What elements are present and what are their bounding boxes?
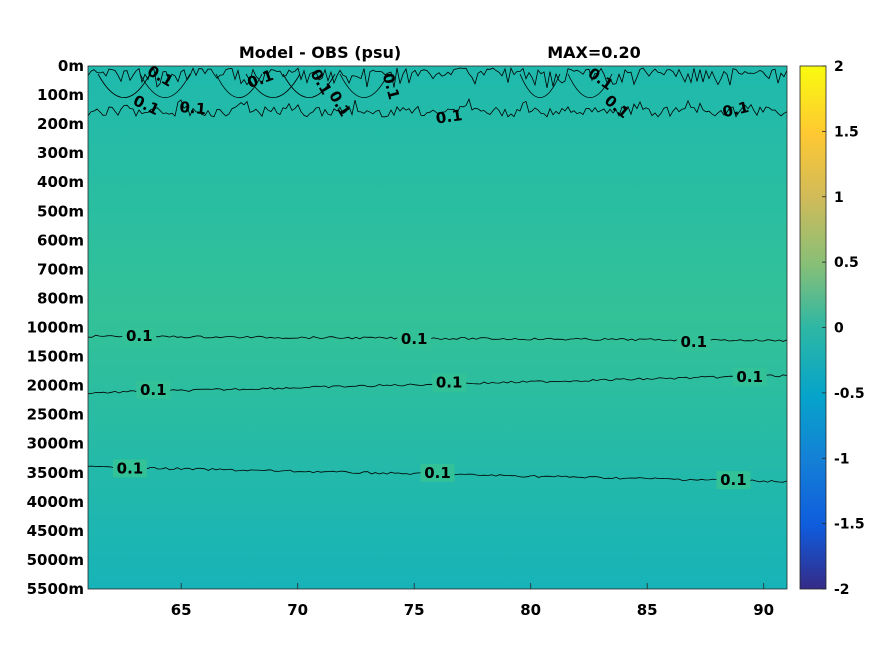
contour-label-gap bbox=[397, 330, 432, 349]
y-tick-label: 2000m bbox=[27, 377, 84, 395]
x-tick-label: 90 bbox=[753, 601, 774, 619]
contour-label: 0.1 bbox=[436, 374, 463, 392]
contour-label-gap bbox=[122, 327, 157, 346]
colorbar-tick-label: 1.5 bbox=[834, 124, 859, 140]
y-tick-label: 100m bbox=[37, 86, 84, 104]
colorbar-tick-label: 0.5 bbox=[834, 255, 859, 271]
contour-label: 0.1 bbox=[435, 106, 464, 128]
y-tick-label: 400m bbox=[37, 173, 84, 191]
y-tick-label: 5500m bbox=[27, 580, 84, 598]
contour-line-surface-bottom bbox=[88, 98, 787, 118]
plot-area bbox=[88, 66, 787, 589]
contour-label-gap bbox=[732, 367, 767, 386]
contour-line-lobe bbox=[215, 73, 263, 98]
contour-label: 0.1 bbox=[401, 330, 428, 348]
x-tick-label: 65 bbox=[171, 601, 192, 619]
contour-label: 0.1 bbox=[681, 333, 708, 351]
contour-line-lobe bbox=[139, 73, 191, 98]
contour-line-lobe bbox=[339, 73, 389, 98]
contour-label: 0.1 bbox=[140, 381, 167, 399]
contour-line-lobe bbox=[519, 73, 561, 98]
y-tick-label: 500m bbox=[37, 202, 84, 220]
y-axis: 0m 100m 200m 300m 400m 500m 600m 700m 800m 1000m 1… bbox=[27, 57, 84, 598]
contour-line bbox=[88, 334, 787, 342]
contour-label-gap bbox=[112, 459, 147, 478]
x-axis: 65 70 75 80 85 90 bbox=[171, 583, 774, 619]
contour-label-gap bbox=[716, 471, 751, 490]
contour-line-surface-top bbox=[88, 66, 787, 88]
y-tick-label: 4500m bbox=[27, 522, 84, 540]
x-tick-label: 85 bbox=[637, 601, 658, 619]
colorbar bbox=[799, 65, 827, 590]
contour-label: 0.1 bbox=[721, 98, 751, 121]
contour-label-gap bbox=[432, 373, 467, 392]
colorbar-tick-label: -1 bbox=[834, 451, 850, 467]
colorbar-tick-label: 1 bbox=[834, 190, 844, 206]
x-tick-label: 70 bbox=[287, 601, 308, 619]
y-tick-label: 4000m bbox=[27, 493, 84, 511]
colorbar-tick-label: -1.5 bbox=[834, 517, 865, 533]
x-tick-label: 80 bbox=[520, 601, 541, 619]
contour-label: 0.1 bbox=[720, 471, 747, 489]
contour-label-gap bbox=[676, 333, 711, 352]
colorbar-ticks: 2 1.5 1 0.5 0 -0.5 -1 -1.5 -2 bbox=[822, 59, 865, 598]
y-tick-label: 700m bbox=[37, 260, 84, 278]
y-tick-label: 800m bbox=[37, 289, 84, 307]
contour-label: 0.1 bbox=[126, 327, 153, 345]
y-tick-label: 1000m bbox=[27, 319, 84, 337]
y-tick-label: 0m bbox=[58, 57, 84, 75]
chart-title: Model - OBS (psu) bbox=[239, 43, 401, 62]
y-tick-label: 600m bbox=[37, 231, 84, 249]
contour-label: 0.1 bbox=[179, 98, 207, 118]
colorbar-tick-label: 0 bbox=[834, 321, 844, 337]
contour-label: 0.1 bbox=[736, 368, 763, 386]
colorbar-tick-label: -0.5 bbox=[834, 386, 865, 402]
contour-label-gap bbox=[136, 380, 171, 399]
contour-line-lobe bbox=[282, 73, 336, 98]
y-tick-label: 5000m bbox=[27, 551, 84, 569]
plot-frame bbox=[87, 65, 788, 590]
contour-label: 0.1 bbox=[117, 459, 144, 477]
contour-line-lobe bbox=[245, 73, 301, 98]
contour-label-gap bbox=[420, 463, 455, 482]
contour-label: 0.1 bbox=[424, 464, 451, 482]
y-tick-label: 2500m bbox=[27, 406, 84, 424]
y-tick-label: 1500m bbox=[27, 348, 84, 366]
colorbar-tick-label: -2 bbox=[834, 582, 850, 598]
y-tick-label: 300m bbox=[37, 144, 84, 162]
contour-line-lobe bbox=[567, 73, 613, 98]
x-tick-label: 75 bbox=[404, 601, 425, 619]
max-annotation: MAX=0.20 bbox=[547, 43, 641, 62]
y-tick-label: 200m bbox=[37, 115, 84, 133]
colorbar-tick-label: 2 bbox=[834, 59, 844, 75]
y-tick-label: 3500m bbox=[27, 464, 84, 482]
y-tick-label: 3000m bbox=[27, 435, 84, 453]
